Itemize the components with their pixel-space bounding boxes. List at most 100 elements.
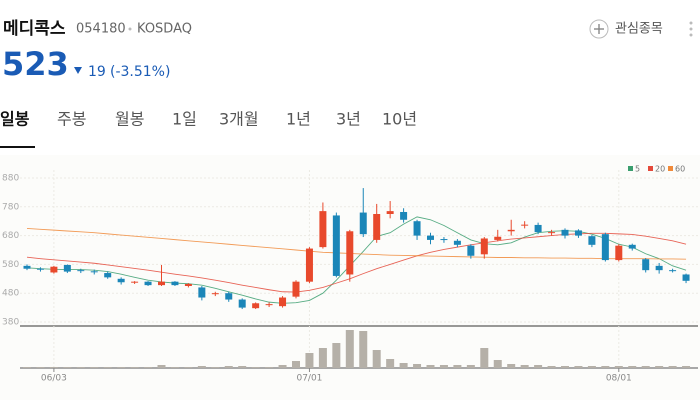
volume-bar bbox=[117, 367, 126, 368]
volume-bar bbox=[49, 367, 58, 368]
y-tick-label: 680 bbox=[2, 231, 19, 241]
candle-body bbox=[238, 299, 246, 308]
candle-body bbox=[480, 238, 488, 255]
tab[interactable]: 3개월 bbox=[219, 110, 259, 129]
volume-bar bbox=[682, 366, 691, 368]
candle-body bbox=[615, 245, 623, 261]
tab[interactable]: 주봉 bbox=[57, 110, 86, 129]
candle-body bbox=[63, 264, 71, 272]
candle-body bbox=[655, 265, 663, 271]
volume-bar bbox=[224, 366, 233, 368]
candle-body bbox=[346, 231, 354, 275]
candle-body bbox=[171, 281, 179, 286]
volume-bar bbox=[614, 366, 623, 368]
tabs: 일봉 주봉 월봉 1일 3개월 1년 3년 10년 bbox=[0, 110, 417, 129]
candle-body bbox=[211, 293, 219, 295]
volume-bar bbox=[211, 367, 220, 368]
candle-body bbox=[669, 270, 677, 272]
tab[interactable]: 1일 bbox=[172, 110, 197, 129]
volume-bar bbox=[90, 367, 99, 368]
candle-body bbox=[494, 236, 502, 240]
volume-bar bbox=[534, 365, 543, 368]
volume-bar bbox=[520, 365, 529, 368]
more-dot[interactable] bbox=[689, 27, 693, 31]
chart: 380 480 580 680 780 880 06/03 07/01 08/01 5 20 60 bbox=[0, 155, 700, 400]
candle-body bbox=[534, 224, 542, 233]
y-tick-label: 380 bbox=[2, 318, 19, 328]
volume-bar bbox=[601, 366, 610, 368]
volume-bar bbox=[493, 360, 502, 368]
candle-body bbox=[77, 270, 85, 272]
separator-dot bbox=[128, 27, 132, 31]
candle-body bbox=[184, 283, 192, 286]
y-tick-label: 480 bbox=[2, 289, 19, 299]
volume-bar bbox=[305, 353, 314, 368]
volume-bar bbox=[238, 366, 247, 368]
y-tick-label: 780 bbox=[2, 202, 19, 212]
tab[interactable]: 월봉 bbox=[115, 110, 144, 129]
ma-line bbox=[26, 227, 687, 260]
legend-label: 5 bbox=[635, 165, 640, 174]
tab[interactable]: 1년 bbox=[286, 110, 311, 129]
candle-body bbox=[292, 281, 300, 297]
candle-body bbox=[548, 232, 556, 234]
volume-bar bbox=[439, 365, 448, 368]
volume-bar bbox=[332, 343, 341, 368]
tab[interactable]: 일봉 bbox=[0, 110, 30, 129]
candle-body bbox=[574, 230, 582, 236]
volume-bar bbox=[36, 367, 45, 368]
volume-bar bbox=[399, 363, 408, 368]
watch-button[interactable]: 관심종목 bbox=[589, 19, 663, 39]
volume-bar bbox=[480, 348, 489, 368]
volume-bar bbox=[103, 367, 112, 368]
candle-body bbox=[507, 229, 515, 232]
volume-bar bbox=[628, 366, 637, 368]
candle-body bbox=[23, 265, 31, 269]
candle-body bbox=[104, 273, 112, 278]
volume-bar bbox=[251, 367, 260, 368]
tab[interactable]: 10년 bbox=[382, 110, 417, 129]
volume-bar bbox=[170, 367, 179, 368]
candle-body bbox=[117, 278, 125, 283]
candle-body bbox=[642, 259, 650, 271]
volume-bar bbox=[197, 366, 206, 368]
more-dot[interactable] bbox=[689, 33, 693, 37]
candle-body bbox=[601, 234, 609, 261]
candle-body bbox=[400, 211, 408, 220]
candle-body bbox=[319, 211, 327, 248]
volume-bar bbox=[386, 359, 395, 368]
candle-body bbox=[225, 293, 233, 300]
candle-body bbox=[521, 224, 529, 226]
candle-body bbox=[682, 274, 690, 281]
watch-icon[interactable] bbox=[589, 19, 609, 39]
volume-bar bbox=[76, 367, 85, 368]
volume-bar bbox=[561, 366, 569, 368]
volume-bar bbox=[547, 366, 556, 368]
volume-bar bbox=[372, 350, 381, 368]
candle-body bbox=[305, 248, 313, 282]
legend-label: 60 bbox=[675, 165, 685, 174]
volume-bar bbox=[318, 348, 327, 368]
x-tick-label: 08/01 bbox=[606, 374, 632, 384]
candle-body bbox=[453, 240, 461, 245]
stock-code: 054180 bbox=[76, 22, 126, 37]
down-arrow bbox=[74, 67, 82, 74]
volume-bar bbox=[574, 366, 583, 368]
legend-swatch bbox=[648, 166, 653, 171]
candle-body bbox=[373, 214, 381, 240]
y-tick-label: 580 bbox=[2, 260, 19, 270]
watch-label[interactable]: 관심종목 bbox=[615, 22, 663, 37]
candle-body bbox=[144, 281, 152, 286]
candle-body bbox=[36, 268, 44, 270]
volume-bar bbox=[466, 365, 475, 368]
volume-bar bbox=[413, 364, 422, 368]
volume-bar bbox=[184, 367, 193, 368]
legend-swatch bbox=[668, 166, 673, 171]
candle-body bbox=[440, 239, 448, 241]
more-dot[interactable] bbox=[689, 21, 693, 25]
volume-bar bbox=[641, 366, 650, 368]
more-menu[interactable] bbox=[689, 21, 693, 37]
candle-body bbox=[413, 221, 421, 236]
tab[interactable]: 3년 bbox=[336, 110, 361, 129]
candle-body bbox=[332, 215, 340, 276]
